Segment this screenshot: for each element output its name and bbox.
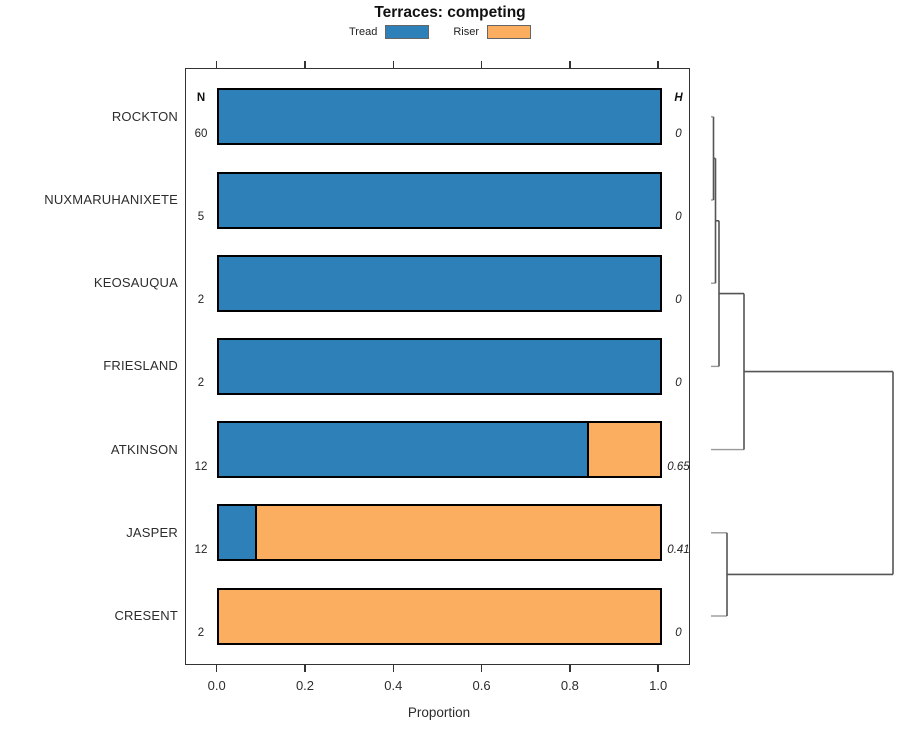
row-label-atkinson: ATKINSON [110, 441, 178, 457]
x-axis-tick-top [215, 61, 218, 68]
x-axis-tick-bottom [657, 665, 659, 672]
x-axis-tick-top [392, 61, 395, 68]
n-value-cresent: 2 [197, 627, 205, 639]
bar-segment-tread [218, 90, 661, 144]
h-value-friesland: 0 [675, 377, 682, 390]
row-label-rockton: ROCKTON [111, 108, 178, 124]
row-label-nuxmaruhanixete: NUXMARUHANIXETE [44, 192, 178, 207]
bar-segment-tread [218, 173, 661, 227]
h-value-keosauqua: 0 [675, 294, 682, 307]
legend-item-riser: Riser [453, 25, 531, 39]
bar-rockton [216, 88, 663, 146]
x-axis-label: Proportion [407, 705, 471, 720]
legend: Tread Riser [0, 25, 880, 39]
row-label-cresent: CRESENT [114, 608, 178, 623]
x-axis-tick-label: 0.4 [384, 678, 403, 693]
legend-item-tread: Tread [349, 25, 430, 39]
x-axis-tick-label: 0.2 [295, 678, 315, 693]
bar-segment-riser [218, 589, 661, 643]
x-axis-tick-label: 0.6 [472, 678, 491, 693]
n-value-friesland: 2 [197, 377, 205, 390]
n-value-keosauqua: 2 [197, 294, 205, 307]
h-value-jasper: 0.41 [667, 543, 690, 556]
x-axis-tick-bottom [215, 665, 218, 672]
bar-segment-tread [218, 339, 661, 393]
x-axis-tick-label: 1.0 [649, 678, 668, 693]
row-label-keosauqua: KEOSAUQUA [93, 275, 178, 291]
bar-jasper [216, 504, 663, 562]
x-axis-tick-top [657, 61, 659, 68]
bar-cresent [216, 587, 663, 645]
bar-atkinson [216, 421, 663, 479]
row-label-jasper: JASPER [126, 524, 178, 540]
bar-nuxmaruhanixete [216, 171, 663, 229]
n-value-nuxmaruhanixete: 5 [197, 211, 205, 223]
bar-friesland [216, 337, 663, 395]
bar-segment-tread [218, 423, 587, 477]
h-value-cresent: 0 [675, 627, 682, 639]
bar-segment-tread [218, 256, 661, 310]
x-axis-tick-label: 0.8 [560, 678, 579, 693]
x-axis-tick-bottom [392, 665, 395, 672]
x-axis-tick-bottom [480, 665, 483, 672]
h-column-header: H [674, 91, 683, 104]
n-value-jasper: 12 [194, 543, 208, 556]
x-axis-tick-top [569, 61, 571, 68]
legend-swatch-riser-icon [487, 25, 531, 39]
n-value-atkinson: 12 [194, 460, 208, 473]
h-value-rockton: 0 [675, 127, 682, 140]
bar-segment-riser [255, 506, 661, 560]
n-column-header: N [196, 91, 206, 104]
x-axis-tick-top [480, 61, 483, 68]
chart-title: Terraces: competing [374, 4, 526, 21]
h-value-atkinson: 0.65 [667, 460, 690, 473]
x-axis-tick-bottom [304, 665, 306, 672]
bar-segment-riser [586, 423, 661, 477]
x-axis-tick-bottom [569, 665, 571, 672]
legend-label-tread: Tread [349, 26, 378, 38]
h-value-nuxmaruhanixete: 0 [675, 211, 682, 223]
legend-swatch-tread-icon [385, 25, 430, 39]
bar-segment-tread [218, 506, 256, 560]
x-axis-tick-top [304, 61, 306, 68]
bar-keosauqua [216, 254, 663, 312]
n-value-rockton: 60 [194, 127, 208, 140]
x-axis-tick-label: 0.0 [207, 678, 226, 693]
row-label-friesland: FRIESLAND [103, 358, 178, 374]
legend-label-riser: Riser [453, 26, 479, 38]
